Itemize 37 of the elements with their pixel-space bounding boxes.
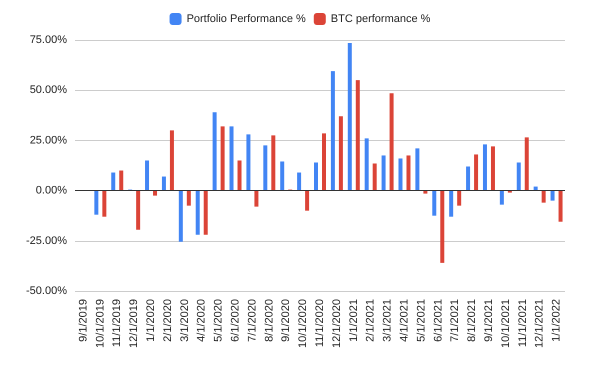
x-tick-label: 4/1/2021 bbox=[398, 299, 410, 342]
x-tick-label: 7/1/2020 bbox=[246, 299, 258, 342]
y-tick-label: 75.00% bbox=[30, 34, 68, 46]
x-tick-label: 1/1/2022 bbox=[550, 299, 563, 342]
x-tick-label: 2/1/2021 bbox=[364, 299, 377, 342]
x-tick-label: 9/1/2019 bbox=[77, 299, 90, 342]
x-tick-label: 1/1/2020 bbox=[145, 299, 158, 342]
x-tick-label: 10/1/2019 bbox=[94, 299, 106, 348]
y-tick-label: 50.00% bbox=[30, 84, 68, 96]
y-tick-label: -50.00% bbox=[26, 285, 68, 297]
x-tick-label: 9/1/2021 bbox=[482, 299, 495, 342]
x-tick-label: 12/1/2020 bbox=[330, 299, 343, 348]
x-tick-label: 11/1/2019 bbox=[111, 299, 124, 348]
x-tick-label: 3/1/2021 bbox=[382, 299, 394, 342]
x-tick-label: 11/1/2021 bbox=[516, 299, 529, 348]
x-tick-label: 8/1/2020 bbox=[263, 299, 276, 342]
x-tick-label: 1/1/2021 bbox=[348, 299, 360, 342]
y-tick-label: 0.00% bbox=[36, 184, 68, 197]
y-tick-label: 25.00% bbox=[30, 134, 68, 146]
x-tick-label: 3/1/2020 bbox=[178, 299, 191, 342]
x-tick-label: 5/1/2021 bbox=[415, 299, 428, 342]
x-tick-label: 10/1/2020 bbox=[297, 299, 310, 348]
legend-label: BTC performance % bbox=[330, 13, 431, 25]
x-tick-label: 9/1/2020 bbox=[280, 299, 292, 342]
x-tick-label: 6/1/2021 bbox=[432, 299, 444, 342]
x-tick-label: 10/1/2021 bbox=[500, 299, 512, 348]
y-tick-label: -25.00% bbox=[26, 234, 68, 247]
x-tick-label: 2/1/2020 bbox=[162, 299, 174, 342]
x-tick-label: 8/1/2021 bbox=[466, 299, 478, 342]
x-tick-label: 5/1/2020 bbox=[212, 299, 225, 342]
x-tick-label: 7/1/2021 bbox=[449, 299, 462, 342]
x-tick-label: 12/1/2021 bbox=[534, 299, 546, 348]
x-tick-label: 4/1/2020 bbox=[196, 299, 208, 342]
x-tick-label: 6/1/2020 bbox=[230, 299, 242, 342]
legend-label: Portfolio Performance % bbox=[186, 13, 306, 25]
x-tick-label: 12/1/2019 bbox=[128, 299, 140, 348]
x-tick-label: 11/1/2020 bbox=[314, 299, 326, 348]
